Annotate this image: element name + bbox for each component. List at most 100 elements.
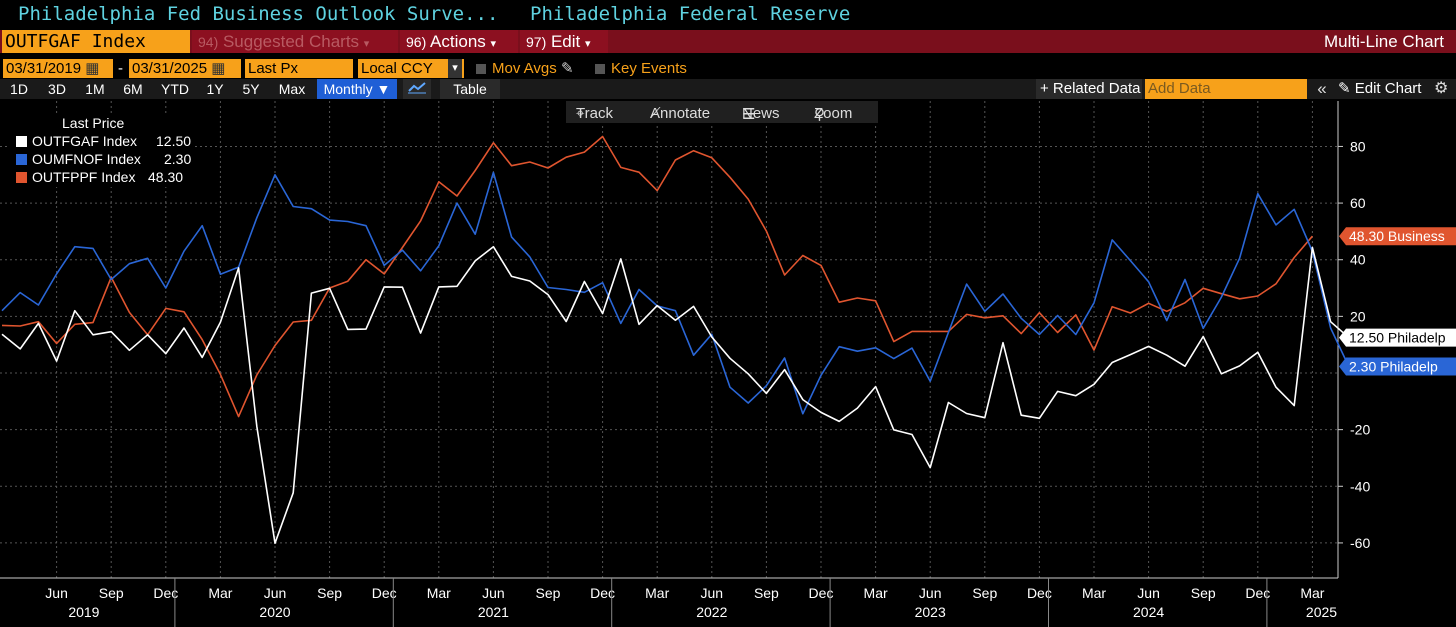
- end-date-field[interactable]: 03/31/2025 ▦: [129, 59, 241, 78]
- ticker-field[interactable]: OUTFGAF Index: [2, 30, 190, 53]
- x-tick-label: Jun: [482, 585, 505, 601]
- x-tick-label: Jun: [45, 585, 68, 601]
- x-tick-label: Jun: [1137, 585, 1160, 601]
- legend-item[interactable]: OUMFNOF Index 2.30: [16, 151, 191, 168]
- range-ytd[interactable]: YTD: [161, 81, 189, 97]
- x-tick-label: Jun: [264, 585, 287, 601]
- range-1m[interactable]: 1M: [85, 81, 105, 97]
- legend-series-name: OUMFNOF Index: [32, 151, 141, 167]
- table-button[interactable]: Table: [440, 79, 500, 99]
- mov-avgs-label: Mov Avgs: [492, 60, 557, 77]
- start-date-value: 03/31/2019: [6, 60, 82, 77]
- edit-chart-button[interactable]: ✎ Edit Chart: [1338, 79, 1430, 99]
- calendar-icon: ▦: [85, 60, 100, 77]
- legend-series-name: OUTFPPF Index: [32, 169, 136, 185]
- last-value-label: 2.30 Philadelp: [1349, 358, 1438, 374]
- y-tick-label: -60: [1350, 535, 1370, 551]
- dropdown-arrow-icon: ▾: [448, 59, 462, 78]
- suggested-charts-number: 94): [198, 34, 219, 50]
- x-tick-label: Sep: [317, 585, 342, 601]
- x-tick-label: Dec: [153, 585, 178, 601]
- x-tick-label: Mar: [1082, 585, 1106, 601]
- period-select[interactable]: Monthly ▼: [317, 79, 397, 99]
- last-value-label: 12.50 Philadelp: [1349, 330, 1446, 346]
- pencil-icon: ✎: [560, 60, 574, 77]
- related-data-button[interactable]: + Related Data: [1036, 79, 1142, 99]
- x-year-label: 2020: [259, 604, 290, 620]
- actions-label: Actions: [430, 32, 486, 51]
- x-year-label: 2023: [915, 604, 946, 620]
- chart-type-label: Multi-Line Chart: [1324, 32, 1444, 51]
- key-events-toggle[interactable]: Key Events: [595, 59, 687, 78]
- x-tick-label: Mar: [427, 585, 451, 601]
- calendar-icon: ▦: [211, 60, 226, 77]
- gear-icon[interactable]: ⚙: [1434, 80, 1449, 97]
- legend-item[interactable]: OUTFPPF Index 48.30: [16, 169, 183, 186]
- collapse-button[interactable]: «: [1317, 79, 1327, 98]
- checkbox-icon: [476, 64, 486, 75]
- range-6m[interactable]: 6M: [123, 81, 143, 97]
- checkbox-icon: [595, 64, 605, 75]
- date-separator: -: [118, 60, 123, 77]
- date-range-bar: 03/31/2019 ▦ - 03/31/2025 ▦ Last Px Loca…: [0, 59, 720, 79]
- dropdown-arrow-icon: ▾: [363, 38, 370, 50]
- currency-value: Local CCY: [361, 60, 433, 77]
- last-value-tag: [1339, 227, 1456, 246]
- x-tick-label: Jun: [701, 585, 724, 601]
- suggested-charts-menu[interactable]: 94) Suggested Charts ▾: [192, 30, 398, 53]
- chart-legend: Last Price OUTFGAF Index 12.50 OUMFNOF I…: [10, 114, 192, 187]
- y-tick-label: 20: [1350, 308, 1366, 324]
- issuer-name: Philadelphia Federal Reserve: [530, 3, 851, 25]
- track-label: Track: [576, 105, 613, 122]
- pencil-icon: ✎: [1338, 80, 1351, 97]
- series-line: [1, 171, 1350, 415]
- field-select[interactable]: Last Px: [245, 59, 353, 78]
- command-bar: OUTFGAF Index 94) Suggested Charts ▾ 96)…: [0, 30, 1456, 53]
- last-value-tag: [1339, 328, 1456, 347]
- currency-select[interactable]: Local CCY ▾: [358, 59, 464, 78]
- x-year-label: 2024: [1133, 604, 1164, 620]
- actions-menu[interactable]: 96) Actions ▾: [400, 30, 518, 53]
- y-tick-label: 40: [1350, 252, 1366, 268]
- range-bar: 1D 3D 1M 6M YTD 1Y 5Y Max Monthly ▼ Tabl…: [0, 79, 1456, 99]
- x-year-label: 2022: [696, 604, 727, 620]
- line-chart-glyph: [408, 82, 426, 94]
- range-1y[interactable]: 1Y: [206, 81, 224, 97]
- range-max[interactable]: Max: [278, 81, 306, 97]
- news-label: News: [742, 105, 780, 122]
- suggested-charts-label: Suggested Charts: [222, 32, 360, 51]
- annotate-label: Annotate: [650, 105, 711, 122]
- magnifier-icon: ⚲: [814, 106, 825, 123]
- range-3d[interactable]: 3D: [48, 81, 66, 97]
- legend-series-name: OUTFGAF Index: [32, 133, 138, 149]
- edit-menu[interactable]: 97) Edit ▾: [520, 30, 608, 53]
- crosshair-icon: ⌖: [576, 105, 585, 122]
- mov-avgs-toggle[interactable]: Mov Avgs ✎: [476, 59, 574, 78]
- range-5y[interactable]: 5Y: [242, 81, 260, 97]
- range-1d[interactable]: 1D: [10, 81, 28, 97]
- x-tick-label: Sep: [754, 585, 779, 601]
- x-tick-label: Dec: [590, 585, 615, 601]
- line-chart-icon[interactable]: [403, 79, 431, 99]
- x-tick-label: Mar: [208, 585, 232, 601]
- key-events-label: Key Events: [611, 60, 687, 77]
- x-tick-label: Sep: [99, 585, 124, 601]
- x-year-label: 2021: [478, 604, 509, 620]
- legend-item[interactable]: OUTFGAF Index 12.50: [16, 133, 191, 150]
- x-tick-label: Sep: [536, 585, 561, 601]
- edit-number: 97): [526, 34, 547, 50]
- dropdown-arrow-icon: ▾: [585, 38, 591, 50]
- x-year-label: 2025: [1306, 604, 1337, 620]
- y-tick-label: 60: [1350, 195, 1366, 211]
- x-tick-label: Mar: [1300, 585, 1324, 601]
- dropdown-arrow-icon: ▾: [490, 38, 497, 50]
- zoom-label: Zoom: [814, 105, 853, 122]
- x-tick-label: Jun: [919, 585, 942, 601]
- add-data-input[interactable]: Add Data: [1145, 79, 1307, 99]
- title-bar: Philadelphia Fed Business Outlook Surve.…: [0, 0, 1456, 30]
- security-description: Philadelphia Fed Business Outlook Surve.…: [18, 3, 499, 25]
- edit-label: Edit: [550, 32, 581, 51]
- start-date-field[interactable]: 03/31/2019 ▦: [3, 59, 113, 78]
